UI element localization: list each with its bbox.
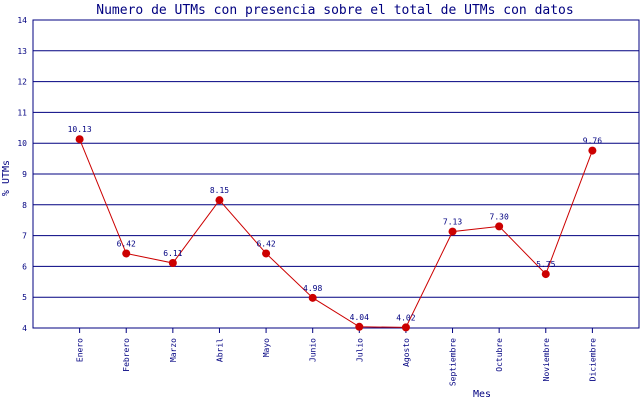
x-axis-label: Mes <box>473 389 491 400</box>
data-point <box>215 196 224 205</box>
data-markers <box>75 135 597 332</box>
x-tick-label: Septiembre <box>449 338 458 386</box>
y-tick-label: 4 <box>22 324 27 333</box>
data-point <box>308 293 317 302</box>
x-tick-label: Febrero <box>122 338 131 372</box>
x-tick-label: Julio <box>355 338 364 362</box>
y-tick-label: 8 <box>22 201 27 210</box>
y-tick-label: 12 <box>17 78 27 87</box>
data-label: 8.15 <box>210 186 229 195</box>
x-tick-label: Octubre <box>495 338 504 372</box>
data-label: 4.04 <box>350 313 369 322</box>
y-tick-label: 14 <box>17 16 27 25</box>
data-label: 7.30 <box>490 212 509 221</box>
y-tick-label: 7 <box>22 232 27 241</box>
y-tick-label: 13 <box>17 47 27 56</box>
data-label: 7.13 <box>443 218 462 227</box>
data-label: 10.13 <box>68 125 92 134</box>
data-point <box>355 322 364 331</box>
data-point <box>541 270 550 279</box>
y-tick-label: 9 <box>22 170 27 179</box>
data-label: 9.76 <box>583 137 602 146</box>
x-tick-label: Diciembre <box>588 338 597 382</box>
data-point <box>75 135 84 144</box>
data-point <box>448 227 457 236</box>
data-point <box>122 249 131 258</box>
x-tick-label: Mayo <box>262 338 271 357</box>
y-axis-ticks: 4 5 6 7 8 9 10 11 12 13 14 <box>17 16 27 333</box>
data-label: 4.02 <box>396 313 415 322</box>
data-label: 4.98 <box>303 284 322 293</box>
data-point <box>262 249 271 258</box>
series-line <box>79 139 593 328</box>
data-label: 6.42 <box>256 239 275 248</box>
x-tick-label: Agosto <box>402 338 411 367</box>
data-point <box>401 323 410 332</box>
data-point <box>495 222 504 231</box>
data-point <box>168 259 177 268</box>
data-labels: 10.13 6.42 6.11 8.15 6.42 4.98 4.04 4.02 7.13 7.3… <box>68 125 603 322</box>
x-tick-label: Enero <box>76 338 85 362</box>
x-tick-label: Marzo <box>169 338 178 362</box>
data-label: 6.11 <box>163 249 182 258</box>
chart-title: Numero de UTMs con presencia sobre el to… <box>96 3 573 18</box>
x-tick-label: Noviembre <box>542 338 551 382</box>
x-tick-label: Abril <box>215 338 224 362</box>
data-label: 6.42 <box>117 239 136 248</box>
data-point <box>588 146 597 155</box>
x-axis-ticks: Enero Febrero Marzo Abril Mayo Junio Julio Agos… <box>76 328 597 386</box>
y-tick-label: 6 <box>22 262 27 271</box>
grid-lines <box>33 19 639 329</box>
y-axis-label: % UTMs <box>1 160 12 196</box>
data-label: 5.75 <box>536 260 555 269</box>
x-tick-label: Junio <box>309 338 318 362</box>
y-tick-label: 5 <box>22 293 27 302</box>
y-tick-label: 10 <box>17 139 27 148</box>
y-tick-label: 11 <box>17 108 27 117</box>
